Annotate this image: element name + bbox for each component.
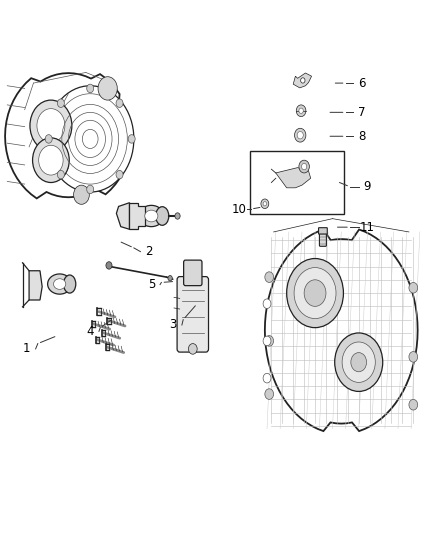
Circle shape <box>265 389 274 399</box>
Circle shape <box>335 333 383 391</box>
Circle shape <box>342 342 375 382</box>
Polygon shape <box>29 271 42 300</box>
Text: 11: 11 <box>360 221 375 233</box>
Circle shape <box>300 78 305 83</box>
FancyBboxPatch shape <box>319 232 326 246</box>
Circle shape <box>45 135 52 143</box>
Circle shape <box>37 109 65 143</box>
Ellipse shape <box>48 274 72 294</box>
Circle shape <box>265 336 274 346</box>
Polygon shape <box>293 73 311 88</box>
Circle shape <box>87 84 94 93</box>
Circle shape <box>128 135 135 143</box>
Circle shape <box>175 213 180 219</box>
Bar <box>251 151 344 214</box>
Circle shape <box>265 272 274 282</box>
Circle shape <box>30 100 72 151</box>
Circle shape <box>294 268 336 319</box>
Circle shape <box>263 299 271 309</box>
Ellipse shape <box>53 279 66 289</box>
Circle shape <box>46 86 134 192</box>
Circle shape <box>116 99 123 108</box>
Circle shape <box>304 280 326 306</box>
Text: 6: 6 <box>358 77 366 90</box>
Circle shape <box>297 132 303 139</box>
Circle shape <box>301 164 307 169</box>
Circle shape <box>57 171 64 179</box>
Text: 4: 4 <box>86 325 94 338</box>
Ellipse shape <box>139 205 164 227</box>
Circle shape <box>351 353 367 372</box>
Circle shape <box>299 160 309 173</box>
Polygon shape <box>130 203 145 229</box>
Text: 10: 10 <box>231 203 246 215</box>
Text: 2: 2 <box>145 245 153 258</box>
Circle shape <box>409 352 418 362</box>
FancyBboxPatch shape <box>177 277 208 352</box>
Circle shape <box>32 138 69 182</box>
Circle shape <box>57 99 64 108</box>
Circle shape <box>263 201 267 206</box>
Ellipse shape <box>64 275 76 293</box>
Text: 3: 3 <box>170 319 177 332</box>
Circle shape <box>98 77 117 100</box>
Circle shape <box>300 274 330 312</box>
Circle shape <box>287 259 343 328</box>
Text: 1: 1 <box>23 342 31 356</box>
Text: 8: 8 <box>359 130 366 143</box>
Circle shape <box>188 344 197 354</box>
Circle shape <box>409 282 418 293</box>
FancyBboxPatch shape <box>184 260 202 286</box>
Polygon shape <box>117 203 130 229</box>
Polygon shape <box>286 257 345 329</box>
Circle shape <box>116 171 123 179</box>
Circle shape <box>296 105 306 117</box>
Circle shape <box>53 94 127 184</box>
Circle shape <box>261 199 269 208</box>
Circle shape <box>299 108 303 114</box>
Circle shape <box>263 373 271 383</box>
Circle shape <box>87 185 94 193</box>
Circle shape <box>74 185 89 204</box>
Polygon shape <box>276 167 311 188</box>
Circle shape <box>168 276 172 281</box>
Text: 9: 9 <box>364 180 371 193</box>
FancyBboxPatch shape <box>318 228 327 234</box>
Circle shape <box>294 128 306 142</box>
Ellipse shape <box>145 210 158 222</box>
Text: 5: 5 <box>148 278 155 291</box>
Circle shape <box>409 399 418 410</box>
Circle shape <box>106 262 112 269</box>
Polygon shape <box>265 230 418 431</box>
Text: 7: 7 <box>358 106 366 119</box>
Polygon shape <box>5 73 132 198</box>
Ellipse shape <box>155 207 169 225</box>
Circle shape <box>263 336 271 346</box>
Circle shape <box>39 146 63 175</box>
